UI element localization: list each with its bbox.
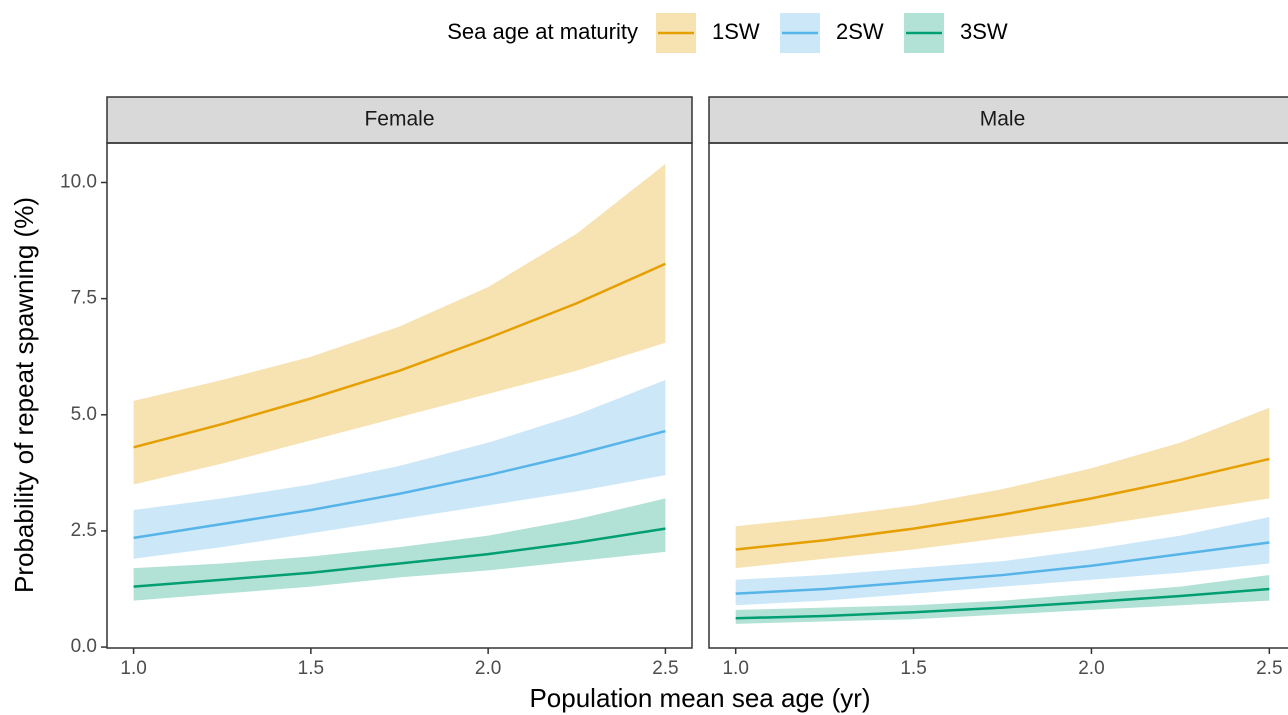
line [735,457,1270,551]
legend-label: 2SW [836,19,884,44]
ribbon [735,575,1270,624]
ribbon [735,516,1270,606]
strip [708,96,1288,144]
x-tick-label: 2.5 [1256,658,1282,679]
legend-label: 3SW [960,19,1008,44]
line [735,541,1270,595]
line [133,429,666,540]
ribbon [735,407,1270,569]
line [133,262,666,449]
legend-title: Sea age at maturity [447,19,638,44]
line [133,527,666,588]
x-tick-label: 1.0 [120,658,146,679]
x-tick-label: 2.0 [475,658,501,679]
x-tick-label: 2.5 [652,658,678,679]
y-tick-label: 0.0 [71,636,97,657]
y-tick-label: 10.0 [60,172,97,193]
x-tick-label: 1.5 [298,658,324,679]
y-axis-title: Probability of repeat spawning (%) [9,197,39,593]
strip-label: Male [980,108,1026,131]
ribbon [133,379,666,559]
panel-border [708,142,1288,649]
x-tick-label: 1.5 [900,658,926,679]
legend-label: 1SW [712,19,760,44]
strip [106,96,693,144]
strip-label: Female [364,108,434,131]
line [735,587,1270,620]
y-tick-label: 7.5 [71,288,97,309]
x-axis-title: Population mean sea age (yr) [529,683,870,713]
x-tick-label: 2.0 [1078,658,1104,679]
x-tick-label: 1.0 [722,658,748,679]
ribbon [133,163,666,485]
y-tick-label: 5.0 [71,404,97,425]
panel-border [106,142,693,649]
y-tick-label: 2.5 [71,520,97,541]
